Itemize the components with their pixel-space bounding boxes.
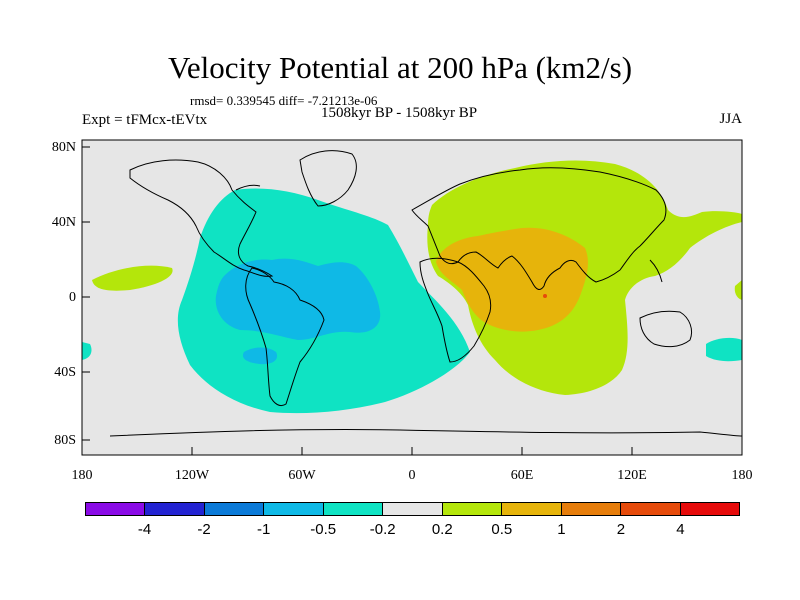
contour-pos-1-spot bbox=[543, 294, 547, 298]
colorbar-label: 0.2 bbox=[431, 521, 453, 538]
lon-label-0: 0 bbox=[408, 468, 416, 483]
experiment-label: Expt = tFMcx-tEVtx bbox=[82, 112, 208, 128]
coastlines bbox=[109, 150, 742, 437]
contour-pos-0.2-west bbox=[92, 265, 173, 291]
contour-neg-0.5-patch bbox=[242, 347, 278, 365]
contour-neg-0.2-east-pacific bbox=[706, 337, 742, 362]
lon-label-60e: 60E bbox=[510, 468, 534, 483]
lat-label-0: 0 bbox=[69, 290, 76, 305]
colorbar-label: 0.5 bbox=[491, 521, 513, 538]
rmsd-diff-stats: rmsd= 0.339545 diff= -7.21213e-06 bbox=[190, 93, 378, 108]
colorbar-label: 2 bbox=[616, 521, 626, 538]
map-title: Velocity Potential at 200 hPa (km2/s) bbox=[167, 50, 633, 85]
colorbar-cell bbox=[323, 503, 384, 515]
contour-neg-0.5-americas bbox=[215, 258, 381, 340]
colorbar-label: -4 bbox=[137, 521, 152, 538]
colorbar-cell bbox=[145, 503, 205, 515]
lon-label-180e: 180 bbox=[731, 468, 753, 483]
lat-label-40n: 40N bbox=[51, 215, 76, 230]
colorbar-cell bbox=[680, 503, 739, 515]
season-label: JJA bbox=[719, 111, 742, 127]
colorbar-label: -0.5 bbox=[310, 521, 337, 538]
colorbar-label: -0.2 bbox=[369, 521, 396, 538]
colorbar-cell bbox=[502, 503, 562, 515]
colorbar-label: -2 bbox=[197, 521, 211, 538]
lon-label-60w: 60W bbox=[288, 468, 316, 483]
period-label: 1508kyr BP - 1508kyr BP bbox=[321, 105, 478, 121]
colorbar-label: 4 bbox=[676, 521, 685, 538]
lat-label-40s: 40S bbox=[54, 365, 76, 380]
colorbar-cell bbox=[442, 503, 503, 515]
contour-neg-0.2-west-edge bbox=[82, 342, 92, 360]
axis-ticks bbox=[82, 146, 633, 455]
lat-label-80s: 80S bbox=[54, 433, 76, 448]
colorbar-label: 1 bbox=[557, 521, 566, 538]
colorbar-cell bbox=[383, 503, 443, 515]
contour-pos-0.5-africa-asia bbox=[436, 227, 588, 332]
colorbar-cell bbox=[621, 503, 681, 515]
lat-label-80n: 80N bbox=[51, 140, 76, 155]
lon-label-120e: 120E bbox=[617, 468, 647, 483]
lon-label-120w: 120W bbox=[174, 468, 210, 483]
colorbar-cell bbox=[204, 503, 265, 515]
colorbar-label: -1 bbox=[256, 521, 271, 538]
colorbar-cell bbox=[264, 503, 324, 515]
lon-label-180w: 180 bbox=[71, 468, 93, 483]
colorbar-cell bbox=[86, 503, 146, 515]
colorbar-cell bbox=[561, 503, 622, 515]
contour-pos-0.2-east-edge bbox=[734, 280, 742, 300]
colorbar bbox=[85, 502, 740, 516]
